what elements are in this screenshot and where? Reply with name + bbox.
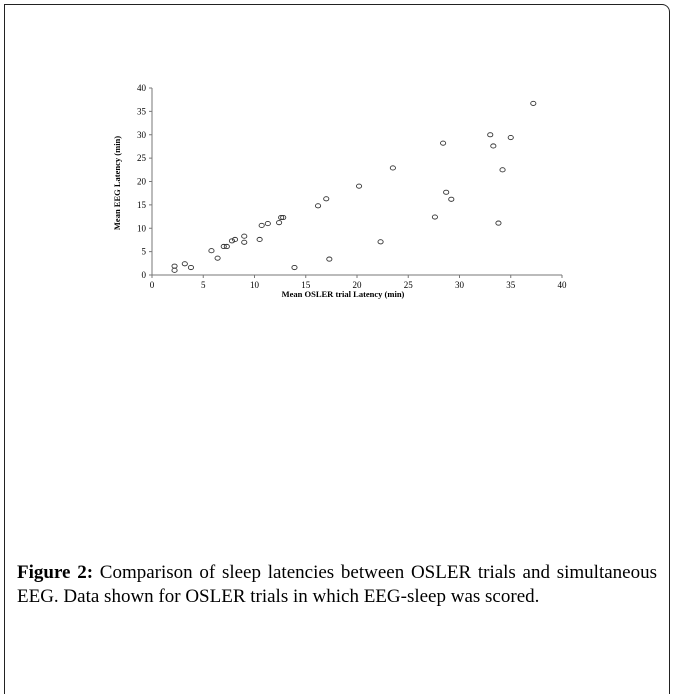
data-point xyxy=(256,236,263,243)
y-tick-label: 10 xyxy=(137,223,147,233)
data-point xyxy=(231,236,239,243)
data-point xyxy=(389,165,396,171)
data-point xyxy=(448,196,455,202)
data-point xyxy=(181,261,188,267)
data-points xyxy=(171,100,537,273)
data-point xyxy=(291,264,298,271)
data-point xyxy=(487,132,494,138)
y-tick-label: 15 xyxy=(137,200,147,210)
caption-label: Figure 2: xyxy=(17,562,94,583)
data-point xyxy=(280,214,287,221)
data-point xyxy=(171,267,178,273)
y-tick-label: 20 xyxy=(137,177,147,187)
y-tick-label: 35 xyxy=(137,106,147,116)
data-point xyxy=(440,140,447,146)
data-point xyxy=(443,189,450,195)
data-point xyxy=(499,167,506,173)
data-point xyxy=(490,143,497,149)
data-point xyxy=(495,220,502,226)
data-point xyxy=(223,243,230,250)
y-tick-label: 40 xyxy=(137,83,147,93)
data-point xyxy=(258,222,265,228)
data-point xyxy=(241,233,248,239)
data-point xyxy=(530,100,537,106)
x-tick-label: 10 xyxy=(250,280,260,290)
data-point xyxy=(187,264,194,271)
data-point xyxy=(323,196,330,202)
data-point xyxy=(171,263,178,269)
x-tick-label: 0 xyxy=(150,280,155,290)
x-tick-label: 40 xyxy=(558,280,568,290)
y-tick-label: 5 xyxy=(142,247,147,257)
data-point xyxy=(228,238,235,244)
data-point xyxy=(507,135,514,141)
y-axis-label: Mean EEG Latency (min) xyxy=(112,136,122,230)
caption-text: Comparison of sleep latencies between OS… xyxy=(17,562,657,607)
x-tick-label: 25 xyxy=(404,280,414,290)
x-tick-label: 5 xyxy=(201,280,206,290)
data-point xyxy=(278,214,285,221)
data-point xyxy=(208,248,215,254)
x-tick-label: 20 xyxy=(353,280,363,290)
y-tick-labels: 0 5 10 15 20 25 30 35 40 xyxy=(137,83,152,280)
scatter-chart: 0 5 10 15 20 25 30 35 40 0 5 10 15 20 25 30 35 40 Mean O… xyxy=(112,83,567,299)
data-point xyxy=(326,256,333,262)
data-point xyxy=(314,203,322,209)
data-point xyxy=(214,255,221,261)
figure-frame xyxy=(4,4,670,694)
data-point xyxy=(264,221,271,227)
x-tick-labels: 0 5 10 15 20 25 30 35 40 xyxy=(150,275,567,290)
x-axis-label: Mean OSLER trial Latency (min) xyxy=(282,289,405,299)
data-point xyxy=(377,239,384,245)
data-point xyxy=(276,220,283,226)
y-tick-label: 25 xyxy=(137,153,147,163)
data-point xyxy=(355,183,363,189)
x-tick-label: 35 xyxy=(506,280,516,290)
x-tick-label: 30 xyxy=(455,280,465,290)
y-tick-label: 0 xyxy=(142,270,147,280)
data-point xyxy=(431,214,438,220)
figure-caption: Figure 2: Comparison of sleep latencies … xyxy=(17,561,657,609)
y-tick-label: 30 xyxy=(137,130,147,140)
data-point xyxy=(241,239,248,245)
x-tick-label: 15 xyxy=(301,280,311,290)
data-point xyxy=(220,243,227,250)
